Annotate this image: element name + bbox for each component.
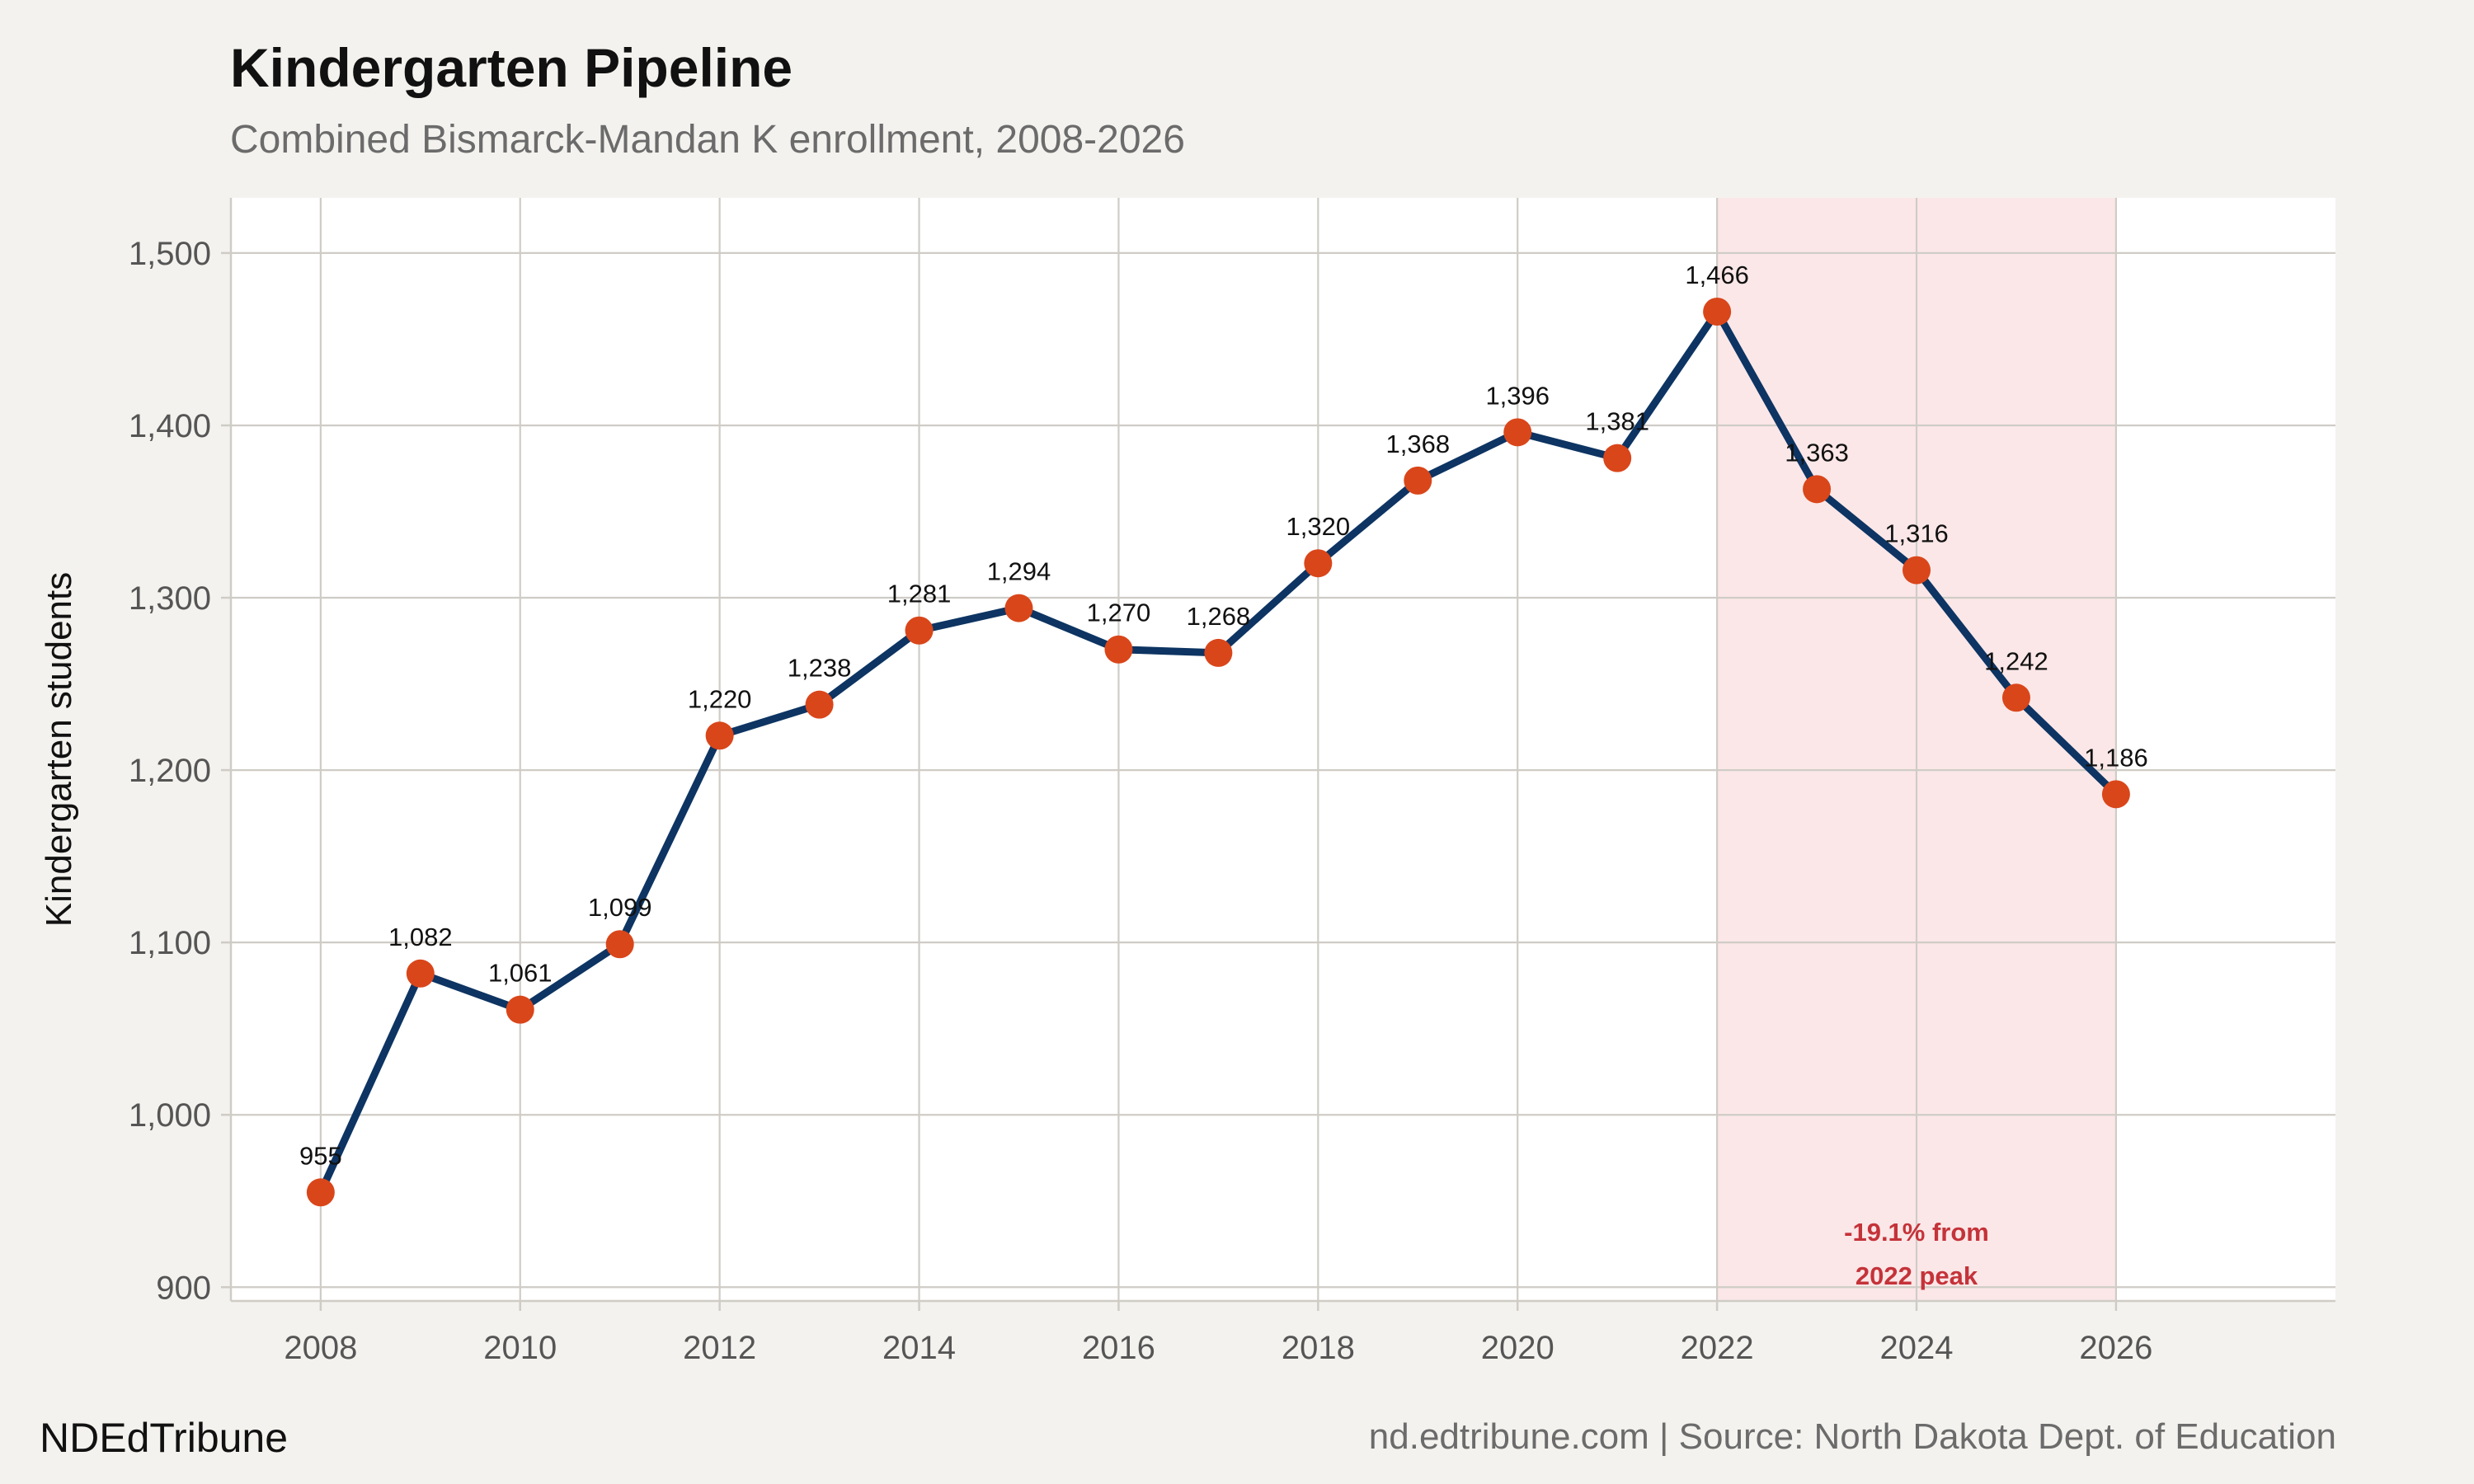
data-label: 1,186: [2084, 743, 2148, 772]
data-label: 1,082: [388, 923, 453, 951]
y-tick-label: 1,400: [129, 408, 211, 444]
data-point: [905, 616, 934, 645]
data-label: 1,316: [1884, 519, 1949, 548]
source-caption: nd.edtribune.com | Source: North Dakota …: [1368, 1416, 2336, 1457]
data-label: 1,270: [1087, 599, 1151, 627]
y-axis-title: Kindergarten students: [39, 572, 79, 928]
data-label: 1,061: [488, 959, 553, 988]
y-tick-label: 900: [156, 1270, 211, 1306]
data-point: [605, 930, 634, 959]
data-point: [1404, 466, 1432, 495]
data-label: 1,294: [987, 557, 1051, 586]
data-label: 1,238: [788, 654, 852, 683]
data-point: [2001, 683, 2030, 712]
x-tick-label: 2024: [1880, 1330, 1954, 1366]
data-label: 1,320: [1286, 512, 1351, 541]
data-point: [306, 1178, 335, 1207]
data-point: [2101, 780, 2130, 809]
x-tick-label: 2010: [483, 1330, 557, 1366]
y-tick-label: 1,000: [129, 1097, 211, 1134]
data-point: [406, 959, 435, 988]
data-label: 1,381: [1585, 407, 1649, 436]
data-point: [1903, 556, 1931, 585]
y-tick-label: 1,100: [129, 925, 211, 961]
annotation-line-1: -19.1% from: [1844, 1218, 1989, 1247]
x-tick-label: 2022: [1681, 1330, 1754, 1366]
chart-subtitle: Combined Bismarck-Mandan K enrollment, 2…: [230, 118, 1185, 162]
data-label: 1,396: [1485, 381, 1550, 410]
data-point: [705, 721, 734, 750]
x-tick-label: 2014: [882, 1330, 956, 1366]
x-tick-label: 2026: [2079, 1330, 2152, 1366]
data-point: [1603, 444, 1632, 472]
data-point: [1104, 635, 1133, 664]
data-point: [805, 690, 834, 719]
data-label: 1,368: [1385, 430, 1450, 458]
data-point: [1703, 297, 1732, 326]
x-tick-label: 2008: [284, 1330, 357, 1366]
data-point: [1803, 475, 1832, 504]
data-label: 1,466: [1685, 261, 1749, 289]
data-point: [506, 995, 534, 1024]
data-point: [1304, 549, 1333, 578]
data-point: [1204, 638, 1233, 667]
brand-name: NDEdTribune: [40, 1415, 289, 1461]
x-tick-label: 2018: [1282, 1330, 1355, 1366]
annotation-line-2: 2022 peak: [1856, 1261, 1978, 1290]
x-tick-label: 2012: [683, 1330, 756, 1366]
x-tick-label: 2016: [1082, 1330, 1155, 1366]
chart-title: Kindergarten Pipeline: [230, 37, 793, 98]
data-point: [1004, 594, 1033, 622]
x-tick-label: 2020: [1481, 1330, 1554, 1366]
data-label: 955: [299, 1141, 342, 1170]
y-tick-label: 1,300: [129, 580, 211, 617]
data-label: 1,268: [1187, 602, 1251, 631]
y-tick-label: 1,200: [129, 753, 211, 789]
data-label: 1,363: [1785, 438, 1849, 467]
data-label: 1,242: [1984, 646, 2048, 675]
data-label: 1,281: [887, 580, 952, 608]
data-label: 1,099: [588, 893, 652, 922]
y-tick-label: 1,500: [129, 236, 211, 272]
data-point: [1503, 418, 1532, 447]
data-label: 1,220: [688, 684, 752, 713]
